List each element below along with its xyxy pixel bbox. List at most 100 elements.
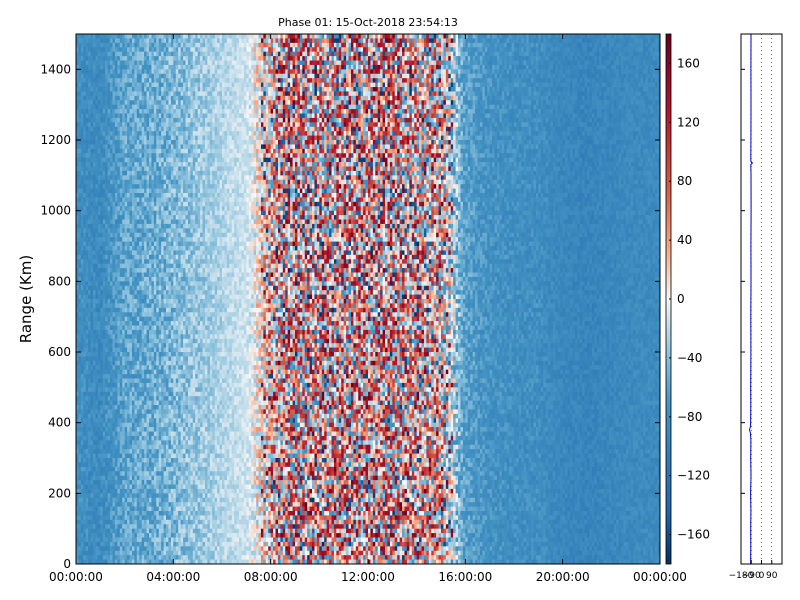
- heatmap-cell: [161, 308, 164, 313]
- heatmap-cell: [103, 308, 106, 313]
- heatmap-cell: [171, 189, 174, 194]
- heatmap-cell: [151, 144, 154, 149]
- heatmap-cell: [108, 445, 111, 450]
- heatmap-cell: [117, 520, 120, 525]
- heatmap-cell: [139, 542, 142, 547]
- heatmap-cell: [156, 423, 159, 428]
- heatmap-cell: [95, 127, 98, 132]
- heatmap-cell: [122, 454, 125, 459]
- heatmap-cell: [142, 379, 145, 384]
- heatmap-cell: [139, 180, 142, 185]
- heatmap-cell: [142, 193, 145, 198]
- heatmap-cell: [125, 180, 128, 185]
- heatmap-cell: [147, 334, 150, 339]
- heatmap-cell: [86, 529, 89, 534]
- heatmap-cell: [149, 361, 152, 366]
- heatmap-cell: [130, 43, 133, 48]
- heatmap-cell: [147, 242, 150, 247]
- heatmap-cell: [166, 542, 169, 547]
- heatmap-cell: [91, 136, 94, 141]
- heatmap-cell: [120, 498, 123, 503]
- heatmap-cell: [164, 224, 167, 229]
- heatmap-cell: [108, 489, 111, 494]
- heatmap-cell: [164, 321, 167, 326]
- heatmap-cell: [93, 233, 96, 238]
- heatmap-cell: [144, 215, 147, 220]
- heatmap-cell: [125, 220, 128, 225]
- heatmap-cell: [83, 171, 86, 176]
- heatmap-cell: [171, 158, 174, 163]
- heatmap-cell: [144, 202, 147, 207]
- heatmap-cell: [127, 65, 130, 70]
- heatmap-cell: [86, 286, 89, 291]
- heatmap-cell: [154, 211, 157, 216]
- heatmap-cell: [151, 69, 154, 74]
- heatmap-cell: [151, 206, 154, 211]
- heatmap-cell: [105, 290, 108, 295]
- heatmap-cell: [81, 38, 84, 43]
- heatmap-cell: [130, 259, 133, 264]
- heatmap-cell: [113, 114, 116, 119]
- heatmap-cell: [122, 149, 125, 154]
- heatmap-cell: [103, 114, 106, 119]
- heatmap-cell: [110, 52, 113, 57]
- heatmap-cell: [98, 423, 101, 428]
- heatmap-cell: [127, 343, 130, 348]
- heatmap-cell: [115, 242, 118, 247]
- heatmap-cell: [127, 140, 130, 145]
- heatmap-cell: [93, 467, 96, 472]
- heatmap-cell: [93, 476, 96, 481]
- heatmap-cell: [139, 308, 142, 313]
- heatmap-cell: [137, 65, 140, 70]
- heatmap-cell: [88, 162, 91, 167]
- heatmap-cell: [142, 228, 145, 233]
- heatmap-cell: [83, 334, 86, 339]
- heatmap-cell: [132, 485, 135, 490]
- heatmap-cell: [144, 383, 147, 388]
- heatmap-cell: [171, 197, 174, 202]
- heatmap-cell: [137, 242, 140, 247]
- heatmap-cell: [125, 277, 128, 282]
- heatmap-cell: [154, 127, 157, 132]
- heatmap-cell: [134, 202, 137, 207]
- heatmap-cell: [134, 61, 137, 66]
- heatmap-cell: [134, 546, 137, 551]
- heatmap-cell: [83, 264, 86, 269]
- heatmap-cell: [173, 246, 176, 251]
- heatmap-cell: [91, 52, 94, 57]
- heatmap-cell: [166, 237, 169, 242]
- heatmap-cell: [137, 250, 140, 255]
- heatmap-cell: [83, 259, 86, 264]
- heatmap-cell: [103, 91, 106, 96]
- heatmap-cell: [144, 220, 147, 225]
- heatmap-cell: [168, 538, 171, 543]
- heatmap-cell: [110, 471, 113, 476]
- heatmap-cell: [137, 414, 140, 419]
- heatmap-cell: [166, 515, 169, 520]
- heatmap-cell: [156, 264, 159, 269]
- heatmap-cell: [93, 290, 96, 295]
- heatmap-cell: [110, 511, 113, 516]
- heatmap-cell: [105, 423, 108, 428]
- heatmap-cell: [93, 498, 96, 503]
- heatmap-cell: [151, 515, 154, 520]
- heatmap-cell: [161, 122, 164, 127]
- heatmap-cell: [105, 401, 108, 406]
- heatmap-cell: [88, 396, 91, 401]
- heatmap-cell: [147, 144, 150, 149]
- heatmap-cell: [164, 392, 167, 397]
- heatmap-cell: [105, 65, 108, 70]
- heatmap-cell: [110, 555, 113, 560]
- heatmap-cell: [95, 56, 98, 61]
- heatmap-cell: [86, 361, 89, 366]
- heatmap-cell: [173, 56, 176, 61]
- heatmap-cell: [137, 471, 140, 476]
- heatmap-cell: [142, 140, 145, 145]
- heatmap-cell: [130, 356, 133, 361]
- heatmap-cell: [164, 529, 167, 534]
- heatmap-cell: [156, 312, 159, 317]
- heatmap-cell: [95, 277, 98, 282]
- heatmap-cell: [164, 69, 167, 74]
- heatmap-cell: [144, 136, 147, 141]
- heatmap-cell: [127, 542, 130, 547]
